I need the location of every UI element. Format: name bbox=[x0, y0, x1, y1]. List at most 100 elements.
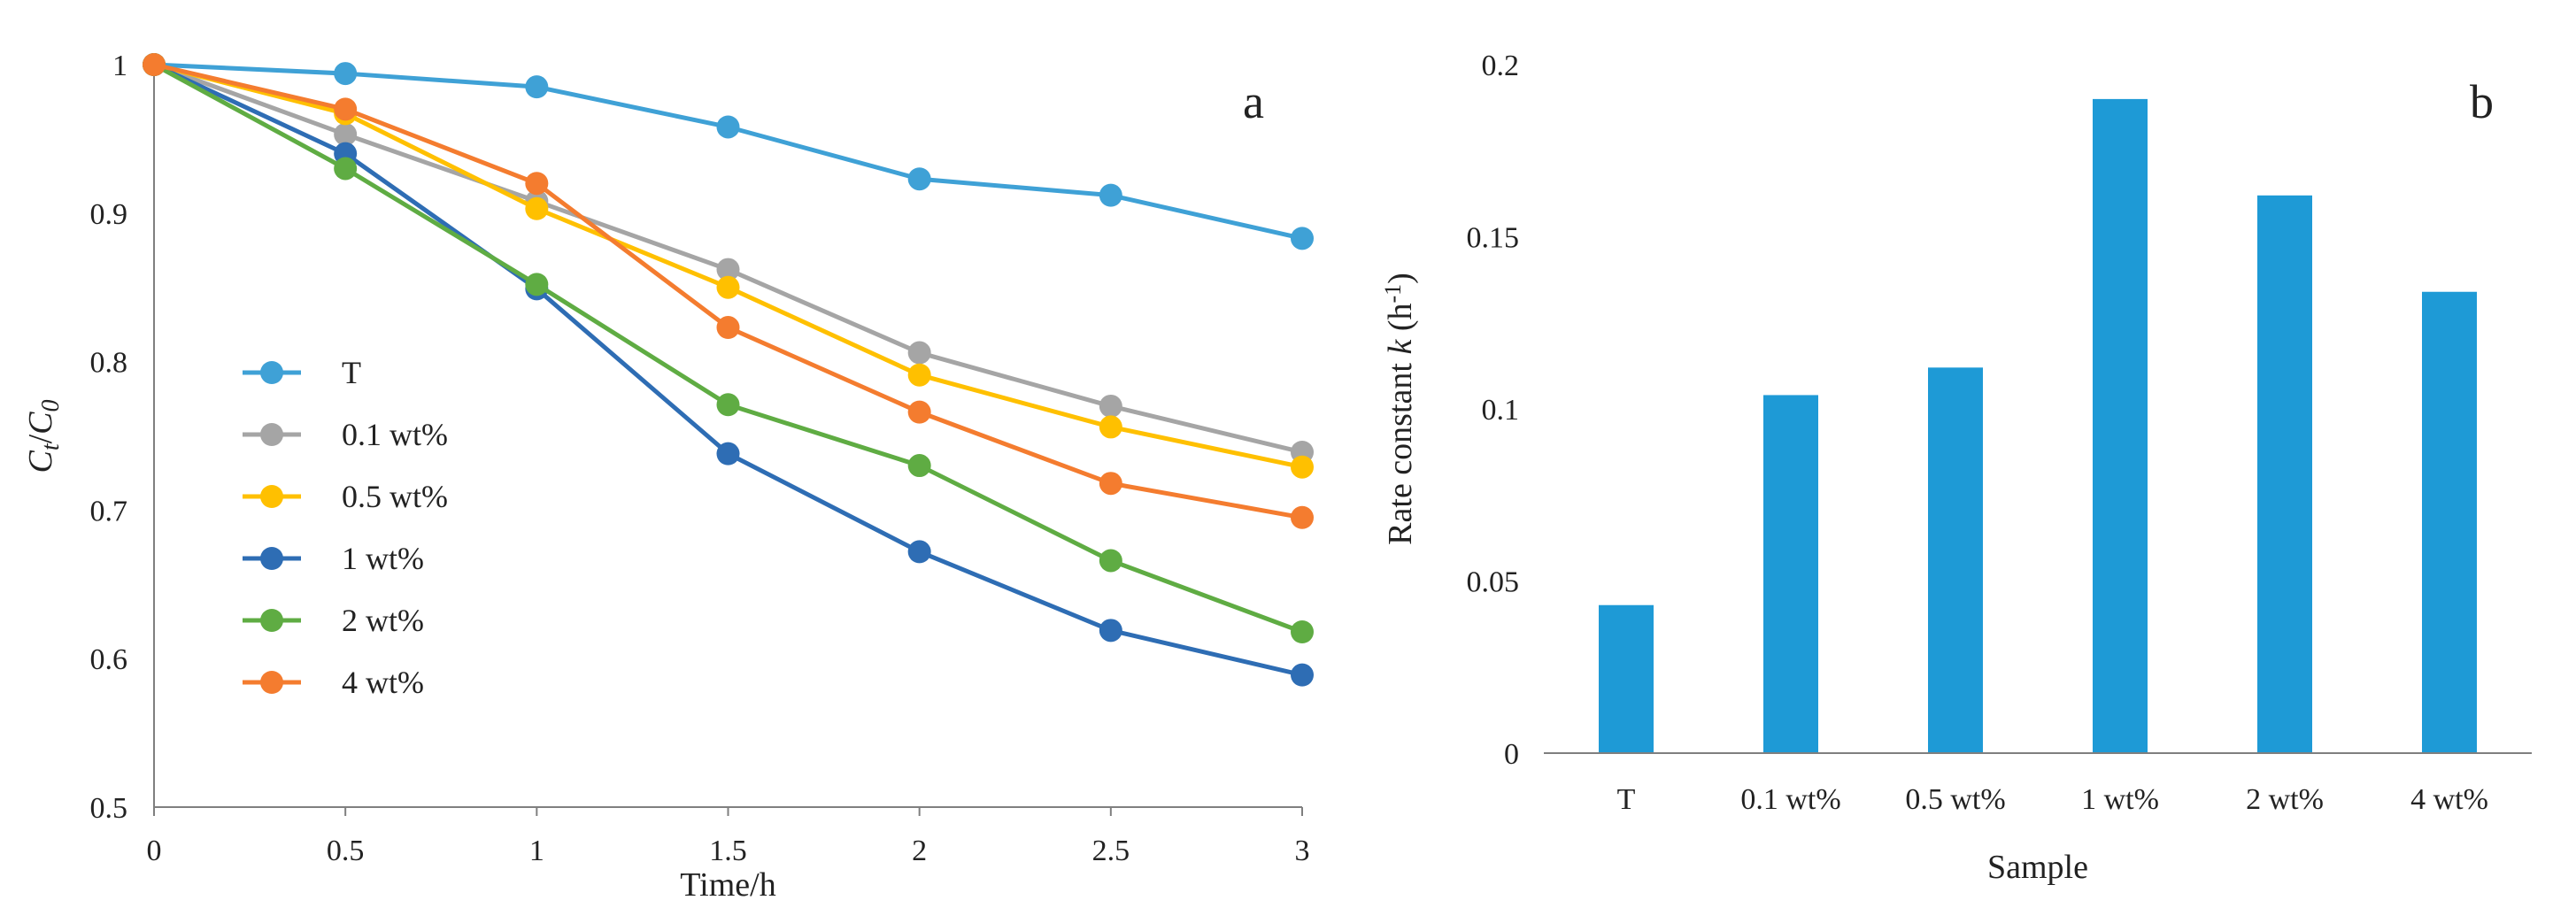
data-point bbox=[716, 115, 740, 139]
y-axis-ticks-b: 0 0.05 0.1 0.15 0.2 bbox=[1467, 50, 1520, 771]
y-axis-ticks-a: 0.5 0.6 0.7 0.8 0.9 1 bbox=[90, 50, 128, 825]
data-point bbox=[334, 122, 358, 146]
y-tick-label: 1 bbox=[112, 50, 127, 82]
bar-chart-panel-b: 0 0.05 0.1 0.15 0.2 T 0.1 wt% 0.5 wt% 1 wt% 2 wt… bbox=[1380, 50, 2532, 886]
bar bbox=[2422, 291, 2477, 753]
y-tick-label: 0.5 bbox=[90, 792, 128, 825]
x-tick-label: 3 bbox=[1295, 835, 1310, 867]
legend-marker bbox=[260, 671, 283, 694]
data-point bbox=[1291, 619, 1314, 643]
y-tick-label: 0.9 bbox=[90, 198, 128, 231]
category-label: 2 wt% bbox=[2246, 783, 2324, 816]
series-group-a bbox=[143, 53, 1314, 687]
data-point bbox=[907, 454, 931, 478]
data-point bbox=[716, 442, 740, 466]
line-chart-panel-a: 0.5 0.6 0.7 0.8 0.9 1 0 0.5 1 1.5 2 2.5 3 Time/h Ct… bbox=[22, 50, 1314, 904]
category-label: 0.1 wt% bbox=[1740, 783, 1840, 816]
data-point bbox=[716, 316, 740, 340]
category-label: 1 wt% bbox=[2081, 783, 2159, 816]
series-1-wt- bbox=[143, 53, 1314, 687]
x-axis-ticks-b: T 0.1 wt% 0.5 wt% 1 wt% 2 wt% 4 wt% bbox=[1617, 783, 2488, 816]
legend-marker bbox=[260, 423, 283, 446]
x-axis-title-b: Sample bbox=[1987, 849, 2088, 886]
series-4-wt- bbox=[143, 53, 1314, 529]
legend-item: 1 wt% bbox=[243, 541, 424, 576]
data-point bbox=[143, 53, 166, 76]
series-line bbox=[152, 62, 1303, 635]
y-title-sep: / bbox=[22, 434, 59, 443]
category-label: 0.5 wt% bbox=[1905, 783, 2005, 816]
y-tick-label: 0.7 bbox=[90, 495, 128, 527]
panel-label-b: b bbox=[2470, 75, 2494, 128]
data-point bbox=[907, 167, 931, 191]
y-axis-title-b: Rate constant k (h-1) bbox=[1380, 273, 1419, 545]
data-point bbox=[907, 341, 931, 365]
legend-item: 0.5 wt% bbox=[243, 479, 448, 514]
x-tick-label: 2.5 bbox=[1092, 835, 1130, 867]
series-2-wt- bbox=[143, 53, 1314, 643]
data-point bbox=[716, 258, 740, 281]
x-axis-title-a: Time/h bbox=[680, 866, 775, 904]
y-tick-label: 0.8 bbox=[90, 347, 128, 380]
y-title-base: C bbox=[22, 450, 59, 473]
bars-group-b bbox=[1599, 98, 2477, 753]
legend-marker bbox=[260, 547, 283, 570]
data-point bbox=[1099, 549, 1122, 573]
legend-label: T bbox=[342, 355, 361, 390]
y-tick-label: 0 bbox=[1504, 738, 1519, 771]
legend-item: 0.1 wt% bbox=[243, 417, 448, 452]
category-label: 4 wt% bbox=[2410, 783, 2488, 816]
y-title-sub-t: t bbox=[37, 442, 65, 450]
data-point bbox=[907, 363, 931, 387]
data-point bbox=[1099, 183, 1122, 207]
data-point bbox=[1099, 472, 1122, 496]
data-point bbox=[1099, 619, 1122, 643]
legend-item: 4 wt% bbox=[243, 665, 424, 700]
y-title-sup: -1 bbox=[1380, 284, 1406, 304]
x-axis-ticks-a: 0 0.5 1 1.5 2 2.5 3 bbox=[147, 807, 1310, 867]
y-title-close: ) bbox=[1382, 273, 1419, 284]
data-point bbox=[525, 172, 549, 196]
data-point bbox=[525, 75, 549, 99]
x-tick-label: 0.5 bbox=[327, 835, 365, 867]
legend-label: 0.1 wt% bbox=[342, 417, 448, 452]
series-line bbox=[153, 62, 1303, 241]
data-point bbox=[716, 275, 740, 299]
y-tick-label: 0.15 bbox=[1467, 222, 1520, 255]
data-point bbox=[334, 97, 358, 121]
data-point bbox=[907, 400, 931, 424]
legend-a: T 0.1 wt% 0.5 wt% 1 wt% 2 wt% 4 wt% bbox=[243, 355, 448, 700]
legend-label: 0.5 wt% bbox=[342, 479, 448, 514]
data-point bbox=[716, 393, 740, 417]
y-tick-label: 0.6 bbox=[90, 643, 128, 676]
legend-item: 2 wt% bbox=[243, 603, 424, 638]
data-point bbox=[525, 196, 549, 220]
legend-marker bbox=[260, 361, 283, 384]
y-title-base2: C bbox=[22, 412, 59, 435]
data-point bbox=[907, 540, 931, 564]
y-tick-label: 0.05 bbox=[1467, 566, 1520, 599]
data-point bbox=[1291, 227, 1314, 250]
x-tick-label: 0 bbox=[147, 835, 162, 867]
data-point bbox=[1291, 455, 1314, 479]
x-tick-label: 2 bbox=[912, 835, 927, 867]
data-point bbox=[1291, 663, 1314, 687]
legend-marker bbox=[260, 609, 283, 632]
y-title-unit: (h bbox=[1382, 304, 1419, 340]
legend-label: 4 wt% bbox=[342, 665, 424, 700]
category-label: T bbox=[1617, 783, 1636, 816]
legend-label: 1 wt% bbox=[342, 541, 424, 576]
data-point bbox=[1291, 505, 1314, 529]
panel-label-a: a bbox=[1243, 75, 1264, 128]
y-tick-label: 0.1 bbox=[1482, 394, 1520, 427]
y-title-k: k bbox=[1382, 339, 1419, 355]
bar bbox=[2093, 98, 2148, 753]
y-title-sub-0: 0 bbox=[37, 399, 65, 412]
bar bbox=[1763, 395, 1818, 753]
data-point bbox=[334, 62, 358, 86]
legend-marker bbox=[260, 485, 283, 508]
data-point bbox=[1099, 394, 1122, 418]
data-point bbox=[525, 273, 549, 296]
bar bbox=[1599, 604, 1654, 753]
